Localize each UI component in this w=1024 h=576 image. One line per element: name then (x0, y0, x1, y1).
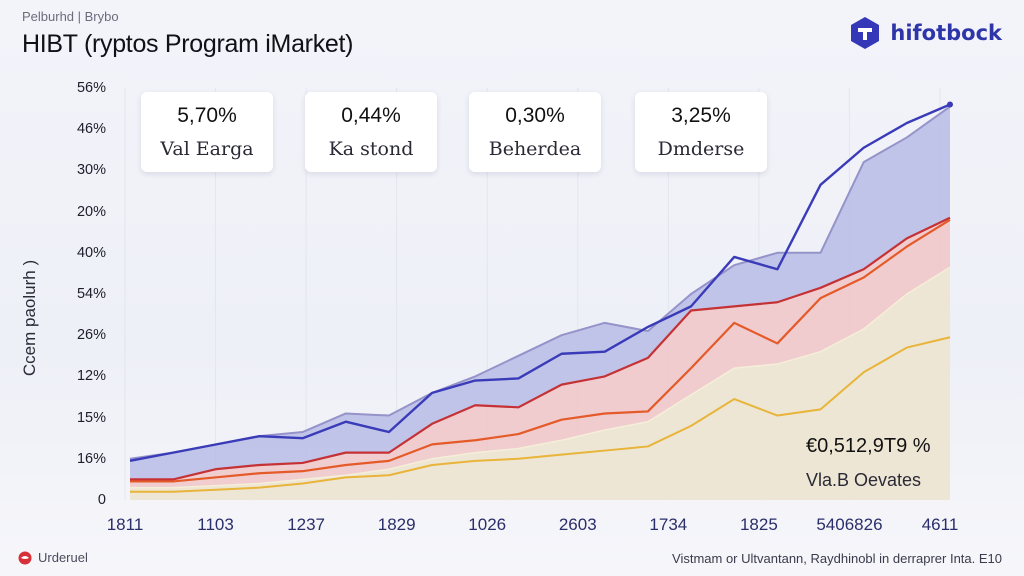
x-tick-label: 1829 (377, 515, 416, 534)
y-tick-label: 16% (76, 450, 106, 467)
metric-label: Ka stond (328, 138, 414, 160)
annotation-value: €0,512,9T9 % (806, 435, 931, 457)
metric-value: 5,70% (177, 104, 237, 127)
chart-title: HIBT (ryptos Program iMarket) (22, 30, 354, 58)
series-line-cream-band (130, 266, 951, 489)
x-tick-label: 1026 (468, 515, 507, 534)
y-tick-label: 15% (76, 409, 106, 426)
x-tick-label: 1734 (649, 515, 688, 534)
hexagon-logo-icon (851, 17, 880, 49)
footer-left-label: Urderuel (38, 550, 88, 565)
y-tick-label: 56% (76, 80, 106, 96)
y-tick-label: 30% (76, 162, 106, 179)
metric-card-2[interactable]: 0,44% Ka stond (305, 92, 437, 172)
x-tick-label: 1825 (739, 515, 778, 534)
metric-value: 0,30% (505, 104, 565, 127)
y-tick-label: 0 (97, 492, 106, 508)
x-tick-label: 2603 (558, 515, 597, 534)
upper-band-area (130, 106, 950, 480)
chart-subtitle: Pelburhd | Brybo (22, 9, 119, 24)
y-tick-label: 20% (76, 203, 106, 220)
metric-card-1[interactable]: 5,70% Val Earga (141, 92, 273, 172)
source-logo-icon (18, 551, 32, 564)
y-tick-label: 26% (76, 327, 106, 344)
footer-source: Urderuel (18, 550, 88, 565)
brand-logo[interactable]: hifotbock (848, 16, 1002, 50)
series-line-gold-line (130, 336, 951, 493)
series-line-blue-line (129, 103, 951, 463)
metric-label: Val Earga (160, 138, 254, 160)
x-tick-label: 4611 (921, 515, 959, 534)
footer-note: Vistmam or Ultvantann, Raydhinobl in der… (672, 551, 1002, 566)
series-line-red-line (130, 216, 951, 481)
x-tick-label: 1811 (106, 515, 144, 534)
metric-card-4[interactable]: 3,25% Dmderse (635, 92, 767, 172)
brand-name: hifotbock (890, 21, 1002, 45)
x-tick-label: 1237 (287, 515, 326, 534)
y-tick-label: 40% (76, 244, 106, 261)
cream-band-area (130, 267, 950, 500)
red-band-area (130, 217, 950, 488)
metric-label: Beherdea (488, 138, 582, 160)
annotation-label: Vla.B Oevates (806, 470, 922, 490)
metric-card-3[interactable]: 0,30% Beherdea (469, 92, 601, 172)
x-tick-label: 5406826 (816, 515, 883, 534)
y-tick-label: 46% (76, 121, 106, 138)
y-tick-label: 12% (76, 368, 106, 385)
series-end-point (947, 101, 953, 108)
metric-label: Dmderse (657, 138, 745, 160)
series-line-orange-line (130, 218, 951, 483)
metric-value: 0,44% (341, 104, 401, 127)
y-tick-label: 54% (76, 286, 106, 302)
metric-value: 3,25% (671, 104, 731, 127)
x-tick-label: 1103 (197, 515, 234, 534)
